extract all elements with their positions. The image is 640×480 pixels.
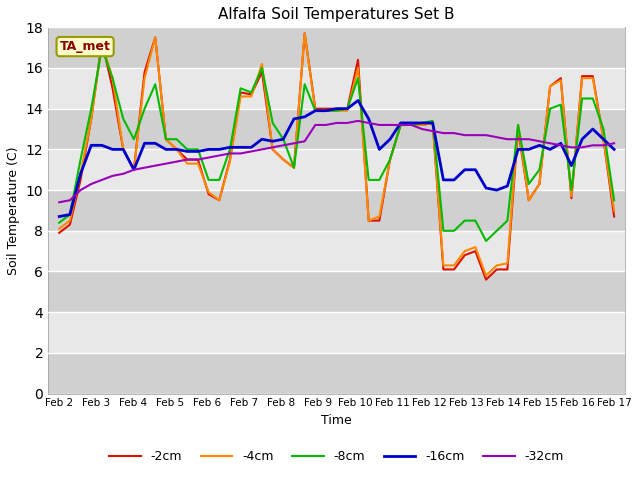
Text: TA_met: TA_met — [60, 40, 111, 53]
Bar — [48, 353, 625, 394]
Title: Alfalfa Soil Temperatures Set B: Alfalfa Soil Temperatures Set B — [218, 7, 455, 22]
X-axis label: Time: Time — [321, 414, 352, 427]
Y-axis label: Soil Temperature (C): Soil Temperature (C) — [7, 146, 20, 275]
Bar — [48, 190, 625, 231]
Bar — [48, 108, 625, 149]
Legend: -2cm, -4cm, -8cm, -16cm, -32cm: -2cm, -4cm, -8cm, -16cm, -32cm — [104, 445, 569, 468]
Bar — [48, 272, 625, 312]
Bar — [48, 27, 625, 68]
